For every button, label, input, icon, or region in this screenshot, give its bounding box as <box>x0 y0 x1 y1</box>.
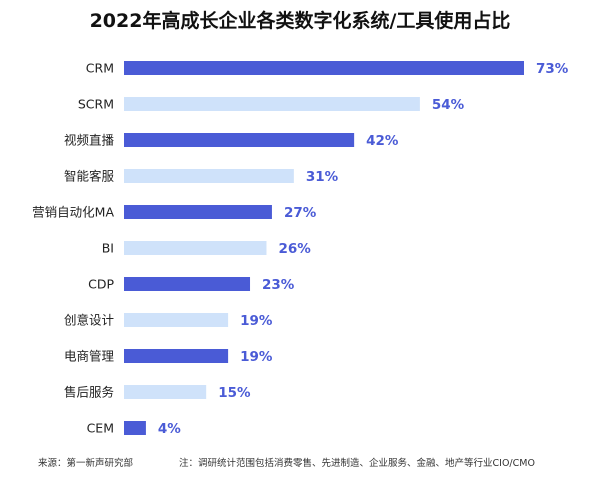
value-label: 26% <box>278 241 311 257</box>
chart-footer: 来源：第一新声研究部 注：调研统计范围包括消费零售、先进制造、企业服务、金融、地产… <box>38 455 598 469</box>
value-label: 27% <box>284 205 317 221</box>
note-text: 注：调研统计范围包括消费零售、先进制造、企业服务、金融、地产等行业CIO/CMO <box>179 458 535 469</box>
value-label: 31% <box>306 169 339 185</box>
bar <box>124 169 294 183</box>
bar <box>124 133 355 147</box>
value-label: 54% <box>432 97 465 113</box>
bar <box>124 97 420 111</box>
bar <box>124 421 146 435</box>
source-text: 来源：第一新声研究部 <box>38 458 134 469</box>
category-label: CDP <box>88 277 114 292</box>
category-label: 电商管理 <box>64 349 115 364</box>
value-label: 4% <box>158 421 181 437</box>
bar <box>124 313 229 327</box>
category-label: CEM <box>87 421 114 436</box>
bar <box>124 349 229 363</box>
category-label: 售后服务 <box>64 385 114 400</box>
category-label: CRM <box>86 61 114 76</box>
category-label: 智能客服 <box>64 169 115 184</box>
value-label: 19% <box>240 313 273 329</box>
bar <box>124 61 524 75</box>
bar <box>124 241 267 255</box>
chart-title: 2022年高成长企业各类数字化系统/工具使用占比 <box>89 10 511 32</box>
category-label: SCRM <box>78 97 114 112</box>
bar <box>124 205 272 219</box>
bar <box>124 277 251 291</box>
value-label: 73% <box>536 61 569 77</box>
value-label: 19% <box>240 349 273 365</box>
category-label: 创意设计 <box>64 313 114 328</box>
value-label: 15% <box>218 385 251 401</box>
bar <box>124 385 207 399</box>
value-label: 42% <box>366 133 399 149</box>
category-label: 营销自动化MA <box>32 205 114 220</box>
category-label: BI <box>102 241 114 256</box>
value-label: 23% <box>262 277 295 293</box>
category-label: 视频直播 <box>64 133 115 148</box>
